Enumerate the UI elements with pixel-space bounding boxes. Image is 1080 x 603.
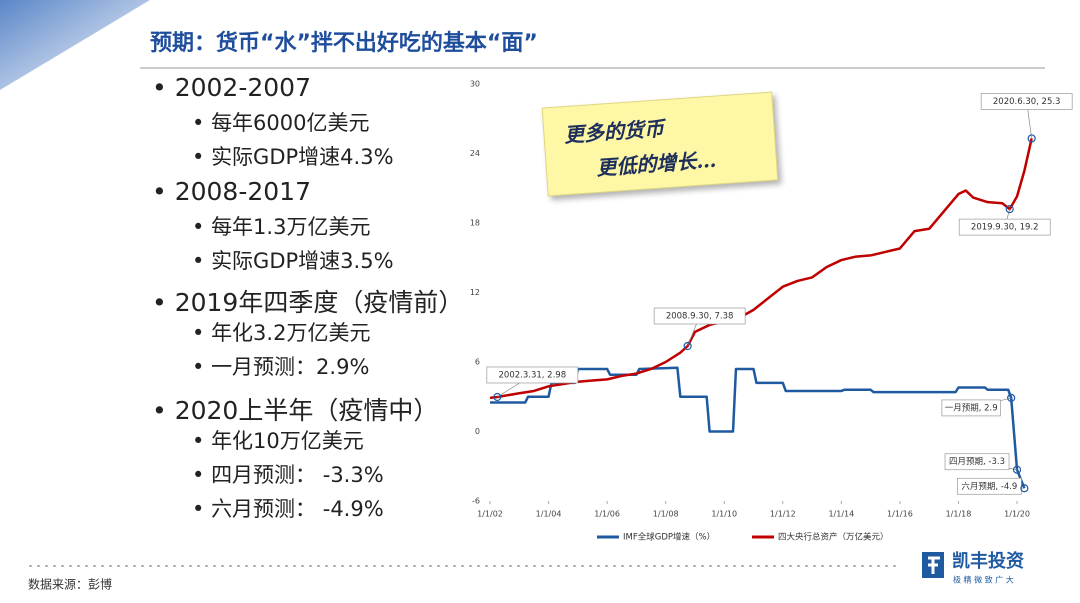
bullet-dot: • bbox=[152, 177, 175, 206]
source: 数据来源：彭博 bbox=[28, 577, 112, 592]
bullet-text: 2008-2017 bbox=[174, 177, 311, 206]
x-tick-label: 1/1/08 bbox=[653, 510, 679, 519]
annotation-point bbox=[493, 392, 502, 402]
x-tick-label: 1/1/06 bbox=[594, 510, 620, 519]
sub-bullet-item: • 一月预测：2.9% bbox=[192, 351, 369, 381]
bullet-text: 一月预测：2.9% bbox=[211, 355, 370, 379]
y-tick-label: 6 bbox=[475, 358, 480, 367]
annotation-box bbox=[941, 399, 1001, 417]
annotation-label: 四月预期, -3.3 bbox=[949, 456, 1005, 467]
sub-bullet-item: • 实际GDP增速3.5% bbox=[192, 245, 394, 275]
sticky-note: 更多的货币 更低的增长… bbox=[541, 91, 779, 197]
annotation-box bbox=[486, 366, 579, 384]
annotation-label: 一月预期, 2.9 bbox=[945, 402, 998, 413]
annotation-point bbox=[1005, 205, 1014, 214]
bullet-dot: • bbox=[192, 249, 212, 273]
y-tick-label: 12 bbox=[470, 288, 480, 297]
bullet-dot: • bbox=[192, 111, 212, 135]
bullet-dot: • bbox=[192, 215, 212, 239]
y-tick-label: 24 bbox=[470, 149, 480, 158]
bullet-text: 实际GDP增速3.5% bbox=[211, 249, 394, 273]
slide-title: 预期：货币“水”拌不出好吃的基本“面” bbox=[150, 30, 538, 56]
y-tick-label: -6 bbox=[472, 497, 480, 506]
legend-label: IMF全球GDP增速（%） bbox=[623, 532, 715, 543]
bullet-text: 2020上半年（疫情中） bbox=[174, 396, 439, 425]
annotation-label: 2020.6.30, 25.3 bbox=[993, 97, 1061, 107]
annotation-point bbox=[1020, 484, 1029, 493]
logo-glyph bbox=[928, 556, 940, 574]
bullet-item: • 2019年四季度（疫情前） bbox=[152, 283, 463, 319]
annotation-box bbox=[958, 218, 1051, 236]
sub-bullet-item: • 四月预测： -3.3% bbox=[192, 459, 384, 489]
annotation-box bbox=[944, 453, 1010, 471]
annotation-box bbox=[980, 93, 1073, 110]
bullet-text: 六月预测： -4.9% bbox=[211, 497, 384, 521]
sub-bullet-item: • 每年6000亿美元 bbox=[192, 107, 370, 137]
note-paper bbox=[541, 91, 779, 197]
bullet-dot: • bbox=[152, 73, 175, 102]
x-tick-label: 1/1/16 bbox=[887, 510, 913, 519]
bullet-item: • 2020上半年（疫情中） bbox=[152, 391, 438, 427]
series-line bbox=[489, 138, 1033, 400]
bullet-item: • 2002-2007 bbox=[152, 73, 311, 102]
bullet-dot: • bbox=[192, 355, 212, 379]
sub-bullet-item: • 年化3.2万亿美元 bbox=[192, 317, 370, 347]
annotation-label: 六月预期, -4.9 bbox=[961, 481, 1017, 492]
bullet-dot: • bbox=[192, 497, 212, 521]
bullet-text: 每年6000亿美元 bbox=[211, 111, 370, 135]
bullet-text: 2002-2007 bbox=[174, 73, 311, 102]
sub-bullet-item: • 每年1.3万亿美元 bbox=[192, 211, 370, 241]
x-tick-label: 1/1/02 bbox=[477, 510, 503, 519]
logo: 凯丰投资 极 精 微 致 广 大 bbox=[922, 550, 1024, 585]
bullet-text: 2019年四季度（疫情前） bbox=[174, 288, 464, 317]
legend-label: 四大央行总资产（万亿美元） bbox=[778, 532, 889, 543]
y-tick-label: 30 bbox=[470, 80, 480, 89]
logo-subtext: 极 精 微 致 广 大 bbox=[953, 575, 1014, 585]
x-tick-label: 1/1/14 bbox=[828, 510, 854, 519]
sub-bullet-item: • 六月预测： -4.9% bbox=[192, 493, 384, 523]
x-tick-label: 1/1/20 bbox=[1004, 510, 1030, 519]
annotation-point bbox=[1027, 134, 1036, 143]
y-tick-label: 0 bbox=[475, 427, 480, 436]
logo-text: 凯丰投资 bbox=[952, 550, 1024, 572]
x-tick-label: 1/1/04 bbox=[536, 510, 562, 519]
x-tick-label: 1/1/18 bbox=[946, 510, 972, 519]
bullet-item: • 2008-2017 bbox=[152, 177, 311, 206]
annotation-label: 2008.9.30, 7.38 bbox=[666, 312, 734, 322]
annotation-point bbox=[1007, 393, 1016, 403]
y-tick-label: 18 bbox=[470, 219, 480, 228]
x-tick-label: 1/1/12 bbox=[770, 510, 796, 519]
annotation-label: 2002.3.31, 2.98 bbox=[499, 370, 567, 380]
annotation-point bbox=[683, 341, 692, 351]
bullet-dot: • bbox=[152, 288, 175, 317]
annotation-label: 2019.9.30, 19.2 bbox=[971, 223, 1039, 233]
corner-decoration bbox=[0, 0, 150, 90]
bullet-text: 实际GDP增速4.3% bbox=[211, 145, 394, 169]
bullet-text: 年化3.2万亿美元 bbox=[211, 321, 371, 345]
sub-bullet-item: • 实际GDP增速4.3% bbox=[192, 141, 394, 171]
bullet-dot: • bbox=[192, 321, 212, 345]
bullet-dot: • bbox=[192, 463, 212, 487]
bullet-text: 每年1.3万亿美元 bbox=[211, 215, 371, 239]
bullet-text: 四月预测： -3.3% bbox=[211, 463, 384, 487]
x-tick-label: 1/1/10 bbox=[711, 510, 737, 519]
bullet-dot: • bbox=[192, 429, 212, 453]
annotation-box bbox=[653, 307, 746, 325]
annotation-point bbox=[1012, 465, 1022, 474]
bullet-text: 年化10万亿美元 bbox=[211, 429, 364, 453]
bullet-dot: • bbox=[192, 145, 212, 169]
sub-bullet-item: • 年化10万亿美元 bbox=[192, 425, 364, 455]
bullet-dot: • bbox=[152, 396, 175, 425]
series-line bbox=[490, 366, 1026, 489]
